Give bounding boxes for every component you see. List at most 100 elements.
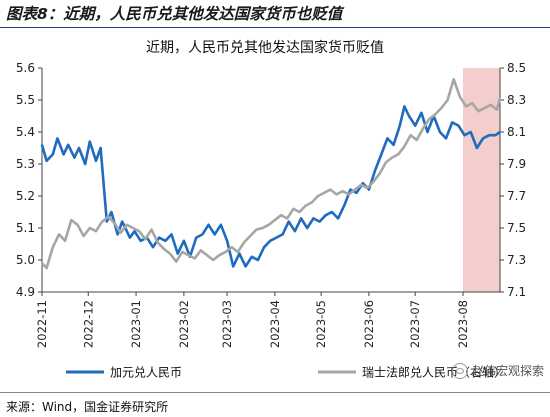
data-point	[119, 231, 122, 234]
data-point	[76, 223, 79, 226]
data-point	[152, 246, 154, 249]
data-point	[360, 183, 363, 186]
y-right-tick-label: 7.1	[507, 285, 526, 299]
data-point	[446, 99, 449, 101]
y-left-tick-label: 5.2	[16, 189, 35, 203]
data-point	[255, 228, 258, 231]
data-point	[459, 95, 461, 98]
data-point	[139, 239, 142, 242]
data-point	[99, 147, 102, 149]
x-tick-label: 2023-01	[129, 300, 143, 348]
data-point	[306, 227, 309, 229]
watermark: 赵伟宏观探索	[451, 362, 544, 379]
data-point	[329, 188, 332, 191]
y-left-tick-label: 5.4	[16, 125, 35, 139]
data-point	[51, 153, 54, 156]
y-right-tick-label: 8.1	[507, 125, 526, 139]
data-point	[105, 220, 108, 223]
title-divider	[0, 27, 550, 28]
data-point	[409, 134, 412, 137]
data-point	[281, 233, 284, 236]
series-points-1	[41, 105, 501, 268]
y-right-tick-label: 8.3	[507, 93, 526, 107]
data-point	[384, 161, 387, 164]
data-point	[489, 103, 492, 106]
data-point	[469, 131, 472, 133]
data-point	[483, 107, 486, 109]
data-point	[150, 228, 153, 231]
data-point	[269, 239, 272, 242]
data-point	[64, 239, 67, 242]
data-point	[212, 259, 215, 261]
data-point	[378, 172, 381, 175]
data-point	[273, 219, 276, 221]
data-point	[121, 220, 124, 223]
data-point	[310, 201, 313, 204]
data-point	[420, 111, 423, 114]
y-left-tick-label: 5.0	[16, 253, 35, 267]
figure-title: 图表8：近期，人民币兑其他发达国家货币也贬值	[6, 5, 343, 23]
data-point	[372, 180, 375, 183]
x-tick-label: 2023-06	[362, 300, 376, 348]
chart-legend: 加元兑人民币 瑞士法郎兑人民币（右轴）	[66, 365, 506, 380]
data-point	[249, 235, 252, 237]
data-point	[133, 230, 136, 233]
y-right-tick-label: 7.9	[507, 157, 526, 171]
data-point	[175, 260, 178, 263]
legend-label-2: 瑞士法郎兑人民币（右轴）	[362, 365, 506, 380]
data-point	[426, 131, 429, 133]
y-left-tick-label: 5.3	[16, 157, 35, 171]
data-point	[391, 156, 393, 159]
data-point	[287, 220, 290, 223]
data-point	[323, 191, 326, 194]
data-point	[201, 233, 204, 236]
data-point	[355, 191, 358, 194]
x-tick-label: 2023-03	[220, 300, 234, 348]
data-point	[156, 241, 159, 244]
data-point	[414, 124, 417, 127]
data-point	[206, 254, 208, 257]
y-right-tick-label: 7.3	[507, 253, 526, 267]
data-point	[337, 217, 339, 220]
data-point	[392, 143, 395, 146]
y-left-tick-label: 5.6	[16, 61, 35, 75]
source-divider	[0, 392, 550, 393]
data-point	[125, 223, 128, 226]
data-point	[347, 193, 350, 196]
data-point	[199, 249, 202, 252]
x-tick-label: 2022-11	[35, 300, 49, 348]
data-point	[95, 159, 97, 162]
data-point	[224, 251, 227, 253]
data-point	[218, 254, 221, 257]
data-point	[438, 131, 441, 133]
data-point	[477, 110, 480, 113]
data-point	[457, 124, 460, 127]
x-tick-label: 2023-05	[314, 300, 328, 348]
data-point	[181, 251, 184, 253]
data-point	[286, 217, 289, 220]
data-point	[243, 241, 245, 244]
data-point	[182, 239, 185, 242]
data-point	[475, 147, 478, 149]
data-point	[101, 220, 104, 223]
data-point	[496, 108, 498, 111]
data-point	[170, 233, 173, 236]
data-point	[238, 252, 241, 255]
data-point	[158, 236, 161, 239]
data-point	[88, 140, 91, 143]
data-point	[45, 267, 48, 269]
data-point	[256, 259, 259, 261]
data-point	[451, 121, 454, 124]
data-point	[499, 97, 501, 100]
data-point	[41, 143, 43, 146]
data-point	[421, 127, 424, 130]
data-point	[261, 227, 264, 229]
data-point	[51, 246, 54, 249]
data-point	[95, 230, 97, 233]
data-point	[300, 217, 302, 220]
data-point	[343, 204, 346, 207]
x-tick-label: 2023-04	[268, 300, 282, 348]
data-point	[403, 105, 406, 108]
data-point	[298, 211, 301, 213]
data-point	[397, 153, 400, 156]
